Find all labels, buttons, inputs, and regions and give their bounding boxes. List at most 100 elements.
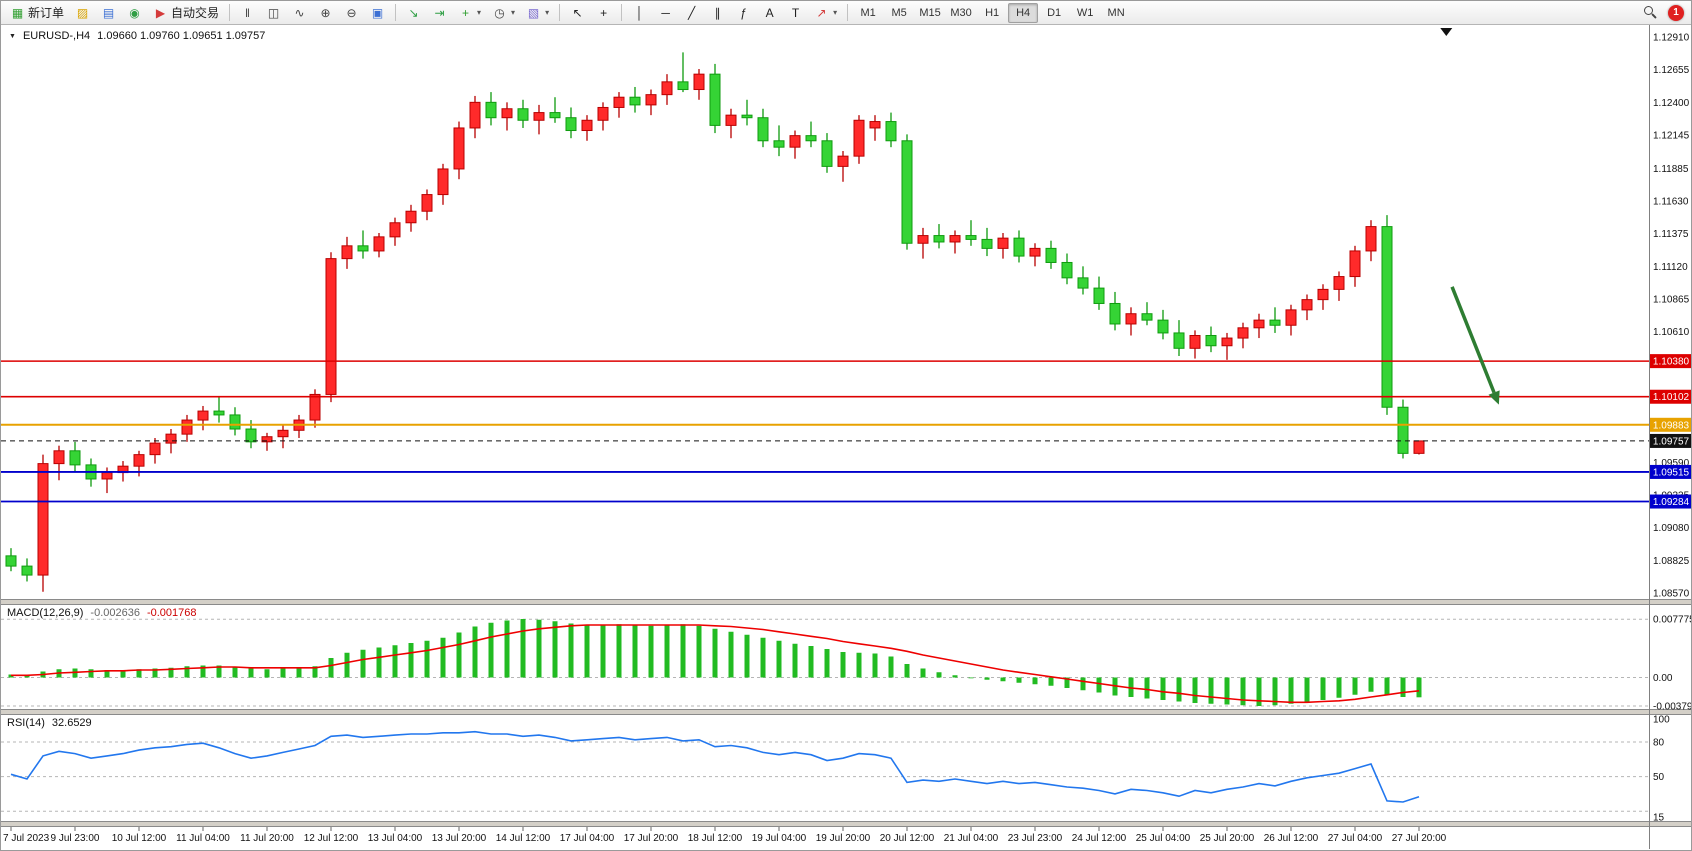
timeframe-M15[interactable]: M15 [919, 6, 941, 19]
auto-scroll-button[interactable]: ↘ [401, 2, 426, 24]
text-icon: A [765, 5, 774, 20]
new-order-button[interactable]: ▦ 新订单 [5, 2, 69, 24]
search-icon [1643, 5, 1658, 20]
timeframe-M30[interactable]: M30 [950, 6, 972, 19]
timeframe-H1[interactable]: H1 [985, 6, 1000, 19]
chart-shift-button[interactable]: ⇥ [427, 2, 452, 24]
svg-text:0.00: 0.00 [1653, 673, 1673, 684]
one-click-trading-toggle[interactable]: ▼ [9, 32, 16, 40]
toolbar-separator [847, 4, 849, 21]
svg-text:1.08570: 1.08570 [1653, 589, 1690, 600]
crosshair-button[interactable]: + [591, 2, 616, 24]
price-axis[interactable]: 1.12910 1.12655 1.12400 1.12145 1.11885 1.116… [1649, 33, 1692, 600]
svg-text:15: 15 [1653, 813, 1665, 824]
search-button[interactable] [1638, 2, 1662, 24]
autotrading-button[interactable]: ▶ 自动交易 [148, 2, 224, 24]
rsi-value: 32.6529 [51, 717, 92, 729]
horizontal-level-lines[interactable] [1, 360, 1649, 503]
zoom-in-icon: ⊕ [320, 5, 331, 20]
line-chart-button[interactable]: ∿ [287, 2, 312, 24]
toolbar-separator [559, 4, 561, 21]
profiles-button[interactable]: ▤ [96, 2, 121, 24]
svg-text:1.12655: 1.12655 [1653, 65, 1690, 76]
svg-text:1.11885: 1.11885 [1653, 164, 1689, 175]
vertical-line-button[interactable]: │ [627, 2, 652, 24]
ohlc-values: 1.09660 1.09760 1.09651 1.09757 [97, 30, 266, 42]
periods-icon: ◷ [494, 5, 505, 20]
panel-separators[interactable] [1, 599, 1692, 827]
tile-windows-icon: ▣ [371, 5, 384, 20]
line-chart-icon: ∿ [294, 5, 305, 20]
macd-panel: 0.007775 0.00 -0.003797 [1, 615, 1691, 712]
templates-button[interactable]: ▧ ▾ [521, 2, 554, 24]
svg-text:21 Jul 04:00: 21 Jul 04:00 [944, 833, 999, 844]
svg-text:11 Jul 04:00: 11 Jul 04:00 [176, 833, 230, 844]
svg-text:1.11120: 1.11120 [1653, 262, 1688, 273]
price-badge-1.09515 [1649, 464, 1691, 479]
svg-text:1.11630: 1.11630 [1653, 196, 1689, 207]
horizontal-line-icon: ─ [661, 5, 670, 20]
timeframe-MN[interactable]: MN [1107, 6, 1125, 19]
cursor-button[interactable]: ↖ [565, 2, 590, 24]
dropdown-caret-icon: ▾ [511, 8, 516, 17]
chart-top-marker[interactable] [1440, 28, 1453, 36]
svg-text:1.09590: 1.09590 [1653, 458, 1690, 469]
arrows-button[interactable]: ↗ ▾ [809, 2, 842, 24]
timeframe-D1[interactable]: D1 [1047, 6, 1062, 19]
indicators-button[interactable]: + ▾ [453, 2, 486, 24]
navigator-button[interactable]: ◉ [122, 2, 147, 24]
price-badge-1.09757 [1649, 433, 1691, 448]
svg-text:20 Jul 12:00: 20 Jul 12:00 [880, 833, 935, 844]
svg-text:13 Jul 04:00: 13 Jul 04:00 [368, 833, 423, 844]
toolbar-separator [621, 4, 623, 21]
zoom-in-button[interactable]: ⊕ [313, 2, 338, 24]
bar-chart-icon: ‖ [245, 5, 251, 20]
symbol-period-label: EURUSD-,H4 [22, 30, 91, 42]
macd-signal-line [11, 624, 1420, 704]
timeframe-M1[interactable]: M1 [860, 6, 876, 19]
timeframe-W1[interactable]: W1 [1076, 6, 1094, 19]
svg-text:10 Jul 12:00: 10 Jul 12:00 [112, 833, 167, 844]
zoom-out-icon: ⊖ [346, 5, 357, 20]
horizontal-line-button[interactable]: ─ [653, 2, 678, 24]
svg-text:1.10610: 1.10610 [1653, 327, 1690, 338]
candles-layer [5, 52, 1425, 592]
svg-text:17 Jul 20:00: 17 Jul 20:00 [624, 833, 679, 844]
periods-button[interactable]: ◷ ▾ [487, 2, 520, 24]
timeframe-H4[interactable]: H4 [1008, 2, 1039, 23]
zoom-out-button[interactable]: ⊖ [339, 2, 364, 24]
svg-text:11 Jul 20:00: 11 Jul 20:00 [240, 833, 294, 844]
svg-text:19 Jul 20:00: 19 Jul 20:00 [816, 833, 871, 844]
svg-text:80: 80 [1653, 738, 1665, 749]
notification-badge[interactable]: 1 [1668, 4, 1684, 21]
text-button[interactable]: A [757, 2, 782, 24]
svg-text:1.09080: 1.09080 [1653, 523, 1690, 534]
svg-text:27 Jul 20:00: 27 Jul 20:00 [1392, 833, 1447, 844]
bar-chart-button[interactable]: ‖ [235, 2, 260, 24]
svg-text:1.09883: 1.09883 [1653, 420, 1690, 431]
svg-text:1.12400: 1.12400 [1653, 98, 1690, 109]
svg-text:1.08825: 1.08825 [1653, 556, 1690, 567]
time-axis[interactable]: 7 Jul 2023 9 Jul 23:00 10 Jul 12:00 11 Jul … [3, 827, 1447, 844]
timeframe-M5[interactable]: M5 [891, 6, 907, 19]
svg-text:25 Jul 20:00: 25 Jul 20:00 [1200, 833, 1255, 844]
trendline-button[interactable]: ╱ [679, 2, 704, 24]
tile-windows-button[interactable]: ▣ [365, 2, 390, 24]
chart-shift-icon: ⇥ [434, 5, 445, 20]
candlestick-button[interactable]: ◫ [261, 2, 286, 24]
annotation-arrow[interactable] [1450, 286, 1500, 405]
label-icon: T [791, 5, 800, 20]
macd-signal-value: -0.001768 [146, 607, 197, 619]
dropdown-caret-icon: ▾ [545, 8, 550, 17]
new-order-icon: ▦ [11, 5, 24, 20]
chart-canvas[interactable]: 1.12910 1.12655 1.12400 1.12145 1.11885 1.116… [1, 25, 1692, 851]
rsi-line [10, 730, 1420, 803]
toolbar-separator [229, 4, 231, 21]
data-window-button[interactable]: ▨ [70, 2, 95, 24]
label-button[interactable]: T [783, 2, 808, 24]
toolbar-separator [395, 4, 397, 21]
fibonacci-button[interactable]: ƒ [731, 2, 756, 24]
svg-text:27 Jul 04:00: 27 Jul 04:00 [1328, 833, 1383, 844]
channel-button[interactable]: ∥ [705, 2, 730, 24]
svg-text:9 Jul 23:00: 9 Jul 23:00 [51, 833, 100, 844]
